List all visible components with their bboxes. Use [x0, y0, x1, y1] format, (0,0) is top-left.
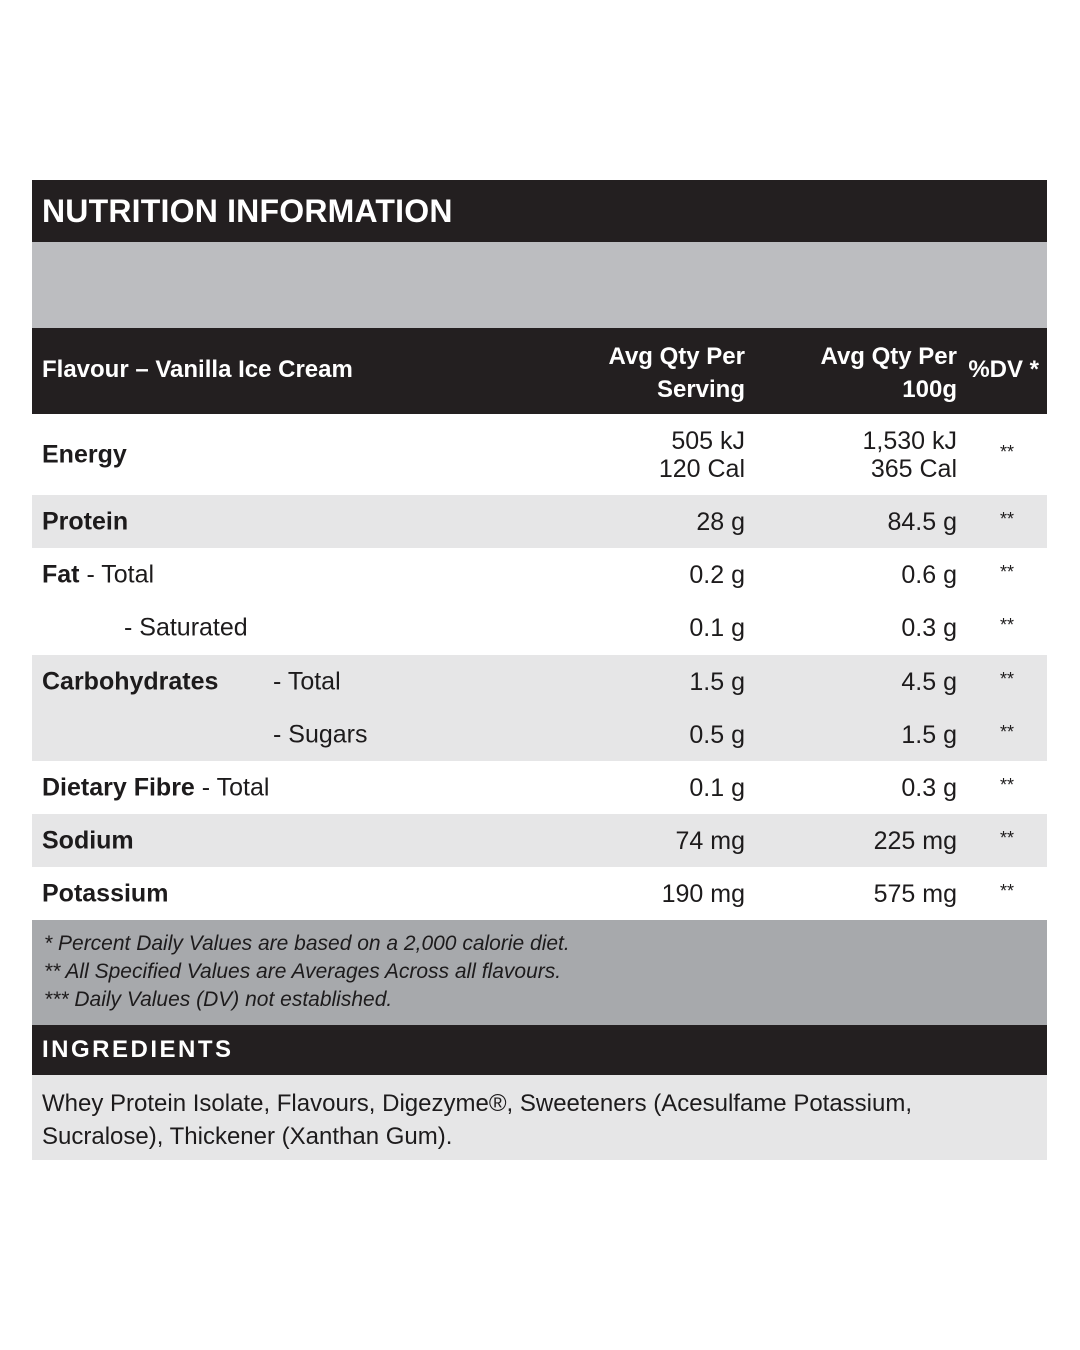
per-100g-value: 1,530 kJ 365 Cal — [862, 426, 957, 483]
per-100g-value: 84.5 g — [887, 507, 957, 536]
header-spacer-band — [32, 242, 1047, 328]
ingredients-body: Whey Protein Isolate, Flavours, Digezyme… — [32, 1075, 1047, 1160]
per-100g-value: 1.5 g — [901, 720, 957, 749]
per-serving-value: 28 g — [696, 507, 745, 536]
per-serving-value: 0.1 g — [689, 614, 745, 642]
per-serving-value: 190 mg — [661, 879, 745, 908]
col-per-100g-header: Avg Qty Per 100g — [820, 343, 958, 403]
row-label: Potassium — [42, 879, 169, 907]
row-sublabel: - Total — [273, 667, 341, 695]
title-bar: NUTRITION INFORMATION — [32, 180, 1047, 242]
per-serving-value: 0.5 g — [689, 720, 745, 749]
table-row-fat-saturated: - Saturated 0.1 g 0.3 g ** — [32, 601, 1047, 655]
footnotes: * Percent Daily Values are based on a 2,… — [32, 920, 1047, 1025]
footnote-1: * Percent Daily Values are based on a 2,… — [44, 932, 570, 955]
per-100g-value: 0.6 g — [901, 560, 957, 589]
per-serving-value: 1.5 g — [689, 667, 745, 696]
row-label: Protein — [42, 507, 129, 535]
per-100g-value: 575 mg — [873, 879, 957, 908]
dv-value: ** — [999, 561, 1014, 582]
per-serving-value: 0.1 g — [689, 773, 745, 802]
table-row-carbohydrates-sugars: - Sugars 0.5 g 1.5 g ** — [32, 708, 1047, 761]
table-row-protein: Protein 28 g 84.5 g ** — [32, 495, 1047, 548]
ingredients-text: Whey Protein Isolate, Flavours, Digezyme… — [42, 1090, 913, 1150]
ingredients-title: INGREDIENTS — [42, 1036, 234, 1063]
table-header: Flavour – Vanilla Ice Cream Avg Qty Per … — [32, 328, 1047, 414]
per-serving-value: 0.2 g — [689, 560, 745, 589]
per-serving-value: 505 kJ 120 Cal — [658, 426, 745, 483]
dv-value: ** — [999, 508, 1014, 529]
row-label: Dietary Fibre — [42, 773, 195, 801]
row-label: Carbohydrates — [42, 667, 219, 695]
dv-value: ** — [999, 441, 1014, 462]
table-row-carbohydrates-total: Carbohydrates - Total 1.5 g 4.5 g ** — [32, 655, 1047, 708]
table-row-dietary-fibre: Dietary Fibre - Total 0.1 g 0.3 g ** — [32, 761, 1047, 814]
col-per-serving-header: Avg Qty Per Serving — [608, 343, 746, 403]
table-row-energy: Energy 505 kJ 120 Cal 1,530 kJ 365 Cal *… — [32, 414, 1047, 495]
row-sublabel: - Total — [194, 773, 270, 801]
dv-value: ** — [999, 668, 1014, 689]
row-label: Sodium — [42, 826, 134, 854]
table-row-potassium: Potassium 190 mg 575 mg ** — [32, 867, 1047, 920]
dv-value: ** — [999, 614, 1014, 635]
dv-value: ** — [999, 721, 1014, 742]
footnote-2: ** All Specified Values are Averages Acr… — [44, 960, 562, 983]
per-100g-value: 0.3 g — [901, 614, 957, 642]
dv-value: ** — [999, 880, 1014, 901]
page-title: NUTRITION INFORMATION — [42, 193, 453, 229]
row-sublabel: - Saturated — [124, 613, 248, 642]
table-row-sodium: Sodium 74 mg 225 mg ** — [32, 814, 1047, 867]
ingredients-header: INGREDIENTS — [32, 1025, 1047, 1075]
dv-value: ** — [999, 774, 1014, 795]
col-dv-header: %DV * — [968, 356, 1039, 383]
per-100g-value: 0.3 g — [901, 773, 957, 802]
per-serving-value: 74 mg — [675, 826, 745, 855]
row-label: Energy — [42, 440, 127, 468]
table-row-fat-total: Fat - Total 0.2 g 0.6 g ** — [32, 548, 1047, 601]
row-sublabel: - Sugars — [273, 720, 368, 748]
flavour-label: Flavour – Vanilla Ice Cream — [42, 356, 353, 383]
footnote-3: *** Daily Values (DV) not established. — [44, 988, 393, 1011]
per-100g-value: 225 mg — [873, 826, 957, 855]
row-label: Fat — [42, 560, 80, 588]
per-100g-value: 4.5 g — [901, 667, 957, 696]
dv-value: ** — [999, 827, 1014, 848]
row-sublabel: - Total — [79, 560, 155, 588]
